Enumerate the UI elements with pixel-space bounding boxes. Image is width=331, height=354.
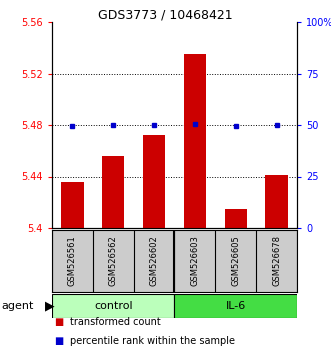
Text: agent: agent	[2, 301, 34, 311]
Text: GSM526561: GSM526561	[68, 236, 77, 286]
Text: transformed count: transformed count	[70, 316, 161, 326]
Text: IL-6: IL-6	[226, 301, 246, 311]
Text: GDS3773 / 10468421: GDS3773 / 10468421	[98, 8, 233, 21]
Text: ■: ■	[54, 336, 63, 346]
Text: GSM526605: GSM526605	[231, 236, 240, 286]
Bar	[61, 182, 84, 228]
Text: control: control	[94, 301, 132, 311]
Text: GSM526603: GSM526603	[190, 235, 199, 286]
Bar	[52, 294, 174, 318]
Bar	[224, 209, 247, 228]
Bar	[102, 156, 124, 228]
Text: GSM526562: GSM526562	[109, 236, 118, 286]
Text: ■: ■	[54, 316, 63, 326]
Text: ▶: ▶	[45, 299, 55, 313]
Bar	[174, 294, 297, 318]
Bar	[265, 175, 288, 228]
Bar	[143, 135, 165, 228]
Text: GSM526678: GSM526678	[272, 235, 281, 286]
Text: percentile rank within the sample: percentile rank within the sample	[70, 336, 235, 346]
Text: GSM526602: GSM526602	[150, 236, 159, 286]
Bar	[184, 54, 206, 228]
